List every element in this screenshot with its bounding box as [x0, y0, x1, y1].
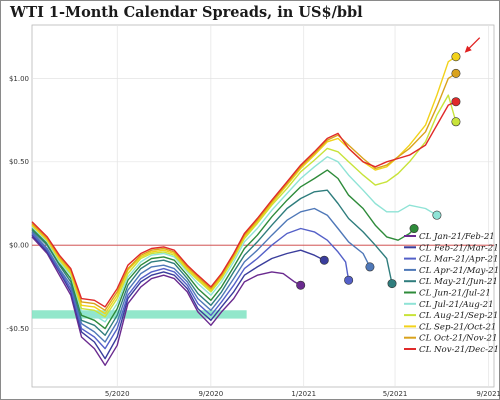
legend-label: CL Apr-21/May-21: [419, 266, 499, 276]
series-line-8: [31, 94, 457, 318]
y-tick-label: $0.00: [9, 242, 29, 250]
series-end-marker-7: [432, 210, 442, 220]
y-tick-label: $0.50: [9, 158, 29, 166]
series-end-marker-6: [409, 224, 419, 234]
series-end-marker-3: [344, 275, 354, 285]
x-tick-label: 5/2021: [383, 390, 408, 398]
annotation-arrow: [464, 37, 481, 53]
chart-title: WTI 1-Month Calendar Spreads, in US$/bbl: [10, 4, 363, 21]
legend-label: CL Nov-21/Dec-21: [419, 345, 499, 355]
series-line-2: [31, 234, 325, 360]
series-line-4: [31, 207, 371, 343]
highlight-band-group: [32, 310, 247, 319]
x-tick-label: 9/2020: [199, 390, 224, 398]
x-tick-label: 5/2020: [105, 390, 130, 398]
series-line-5: [31, 189, 393, 336]
x-tick-label: 9/2021: [476, 390, 500, 398]
series-end-marker-1: [296, 280, 306, 290]
series-line-11: [31, 101, 457, 308]
legend-label: CL Oct-21/Nov-21: [419, 334, 497, 344]
series-line-6: [31, 169, 415, 330]
legend-label: CL Jun-21/Jul-21: [419, 289, 491, 299]
series-end-marker-2: [319, 255, 329, 265]
series-end-marker-8: [451, 117, 461, 127]
legend-label: CL Jan-21/Feb-21: [419, 232, 495, 242]
series-end-marker-10: [451, 68, 461, 78]
y-tick-label: -$0.50: [6, 325, 29, 333]
plot-area: [31, 24, 495, 388]
legend-label: CL Feb-21/Mar-21: [419, 243, 499, 253]
series-lines: [31, 56, 457, 366]
series-end-marker-4: [365, 262, 375, 272]
series-line-10: [31, 72, 457, 311]
arrow-head: [464, 45, 472, 53]
y-tick-label: $1.00: [9, 75, 29, 83]
x-tick-label: 1/2021: [291, 390, 316, 398]
series-line-3: [31, 227, 350, 350]
legend-label: CL Sep-21/Oct-21: [419, 322, 496, 332]
x-axis-ticks: 5/2020 9/2020 1/2021 5/2021 9/2021: [105, 390, 500, 398]
highlight-band: [32, 310, 247, 319]
series-end-marker-9: [451, 52, 461, 62]
legend-label: CL Mar-21/Apr-21: [419, 255, 498, 265]
y-axis-ticks: $1.00 $0.50 $0.00 -$0.50: [6, 75, 29, 333]
series-end-marker-5: [387, 279, 397, 289]
series-line-9: [31, 56, 457, 315]
series-line-1: [31, 236, 302, 366]
legend-label: CL Aug-21/Sep-21: [419, 311, 498, 321]
series-end-marker-11: [451, 97, 461, 107]
legend-label: CL May-21/Jun-21: [419, 277, 498, 287]
series-end-markers: [296, 52, 461, 290]
legend-label: CL Jul-21/Aug-21: [419, 300, 494, 310]
series-line-7: [31, 156, 438, 323]
